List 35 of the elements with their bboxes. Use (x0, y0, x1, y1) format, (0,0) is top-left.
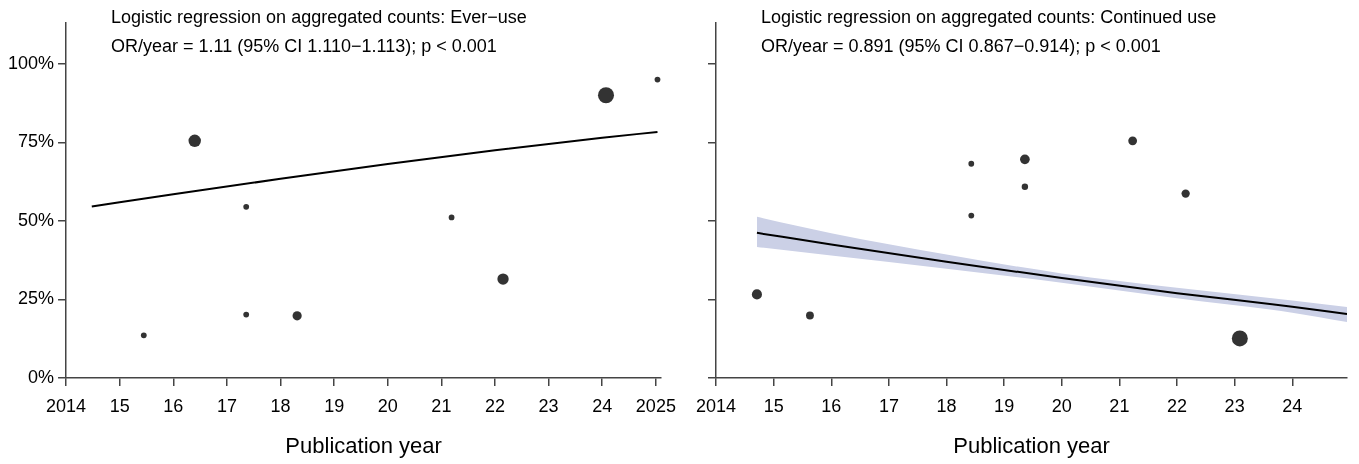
x-axis-title: Publication year (285, 432, 442, 458)
y-tick-label: 0% (28, 366, 55, 387)
y-tick-label: 75% (18, 131, 55, 152)
x-tick-label: 18 (936, 395, 957, 416)
x-tick-label: 19 (324, 395, 345, 416)
x-tick-label: 16 (163, 395, 184, 416)
x-tick-label: 20 (377, 395, 398, 416)
y-tick-label: 25% (18, 288, 55, 309)
x-tick-label: 17 (216, 395, 237, 416)
x-tick-label: 2025 (635, 395, 676, 416)
x-tick-label: 15 (109, 395, 130, 416)
text: OR/year = 0.891 (95% CI 0.867−0.914); p < 0.001 (761, 35, 1161, 56)
x-tick-label: 2014 (696, 395, 737, 416)
y-tick-label: 100% (7, 52, 55, 73)
y-tick-label: 50% (18, 209, 55, 230)
x-tick-label: 22 (1166, 395, 1188, 416)
x-tick-label: 23 (1224, 395, 1245, 416)
line-series (90, 131, 659, 208)
x-tick-label: 21 (1109, 395, 1130, 416)
x-tick-label: 21 (431, 395, 452, 416)
x-tick-label: 24 (592, 395, 613, 416)
x-tick-label: 18 (270, 395, 291, 416)
x-tick-label: 19 (994, 395, 1015, 416)
x-tick-label: 24 (1282, 395, 1303, 416)
x-tick-label: 22 (484, 395, 506, 416)
x-tick-label: 16 (821, 395, 842, 416)
text: OR/year = 1.11 (95% CI 1.110−1.113); p < 0.001 (111, 35, 497, 56)
chart-title: Logistic regression on aggregated counts: Continued use (761, 6, 1217, 27)
x-tick-label: 20 (1051, 395, 1072, 416)
x-tick-label: 17 (878, 395, 899, 416)
x-tick-label: 15 (763, 395, 784, 416)
x-tick-label: 2014 (46, 395, 87, 416)
x-axis-title: Publication year (953, 432, 1110, 458)
x-tick-label: 23 (538, 395, 559, 416)
chart-title: Logistic regression on aggregated counts: Ever−use (111, 6, 527, 27)
